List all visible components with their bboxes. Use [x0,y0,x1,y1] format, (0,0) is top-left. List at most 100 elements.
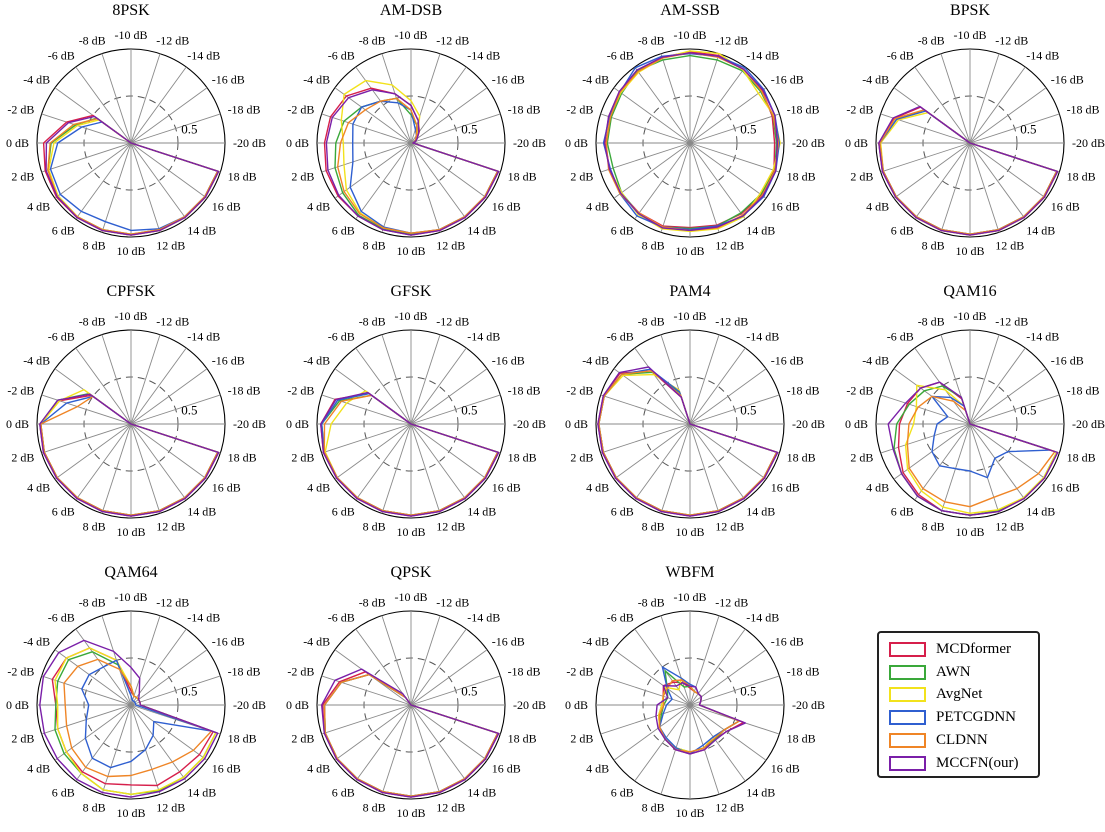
spoke-line [689,142,720,233]
chart-title: AM-SSB [660,2,720,19]
spoke-line [689,675,780,706]
angle-tick-label: -14 dB [746,49,779,63]
angle-tick-label: 0 dB [845,417,868,431]
spoke-line [130,675,221,706]
angle-tick-label: -16 dB [771,635,804,649]
radar-chart-8psk: 8PSK 0.5 -20 dB -18 dB -16 dB -14 dB -12 dB -10… [6,2,266,258]
angle-tick-label: -10 dB [395,309,428,323]
legend-label: MCCFN(our) [936,754,1019,771]
spoke-line [660,142,691,233]
spoke-line [689,423,746,501]
angle-tick-label: -18 dB [228,665,261,679]
angle-tick-label: -20 dB [513,136,546,150]
angle-tick-label: -10 dB [674,309,707,323]
angle-tick-label: -2 dB [846,103,873,117]
spoke-line [880,394,971,425]
series-cldnn [323,394,499,516]
spoke-line [914,66,971,144]
angle-tick-label: -14 dB [467,611,500,625]
spoke-line [130,615,161,706]
angle-tick-label: -2 dB [287,665,314,679]
chart-title: WBFM [666,564,715,581]
spoke-line [130,423,187,501]
radial-tick-label: 0.5 [740,684,756,699]
spoke-line [130,649,208,706]
angle-tick-label: 2 dB [850,169,873,183]
legend-item: MCDformer [889,638,1038,661]
spoke-line [321,113,412,144]
angle-tick-label: -4 dB [582,354,609,368]
spoke-line [410,113,501,144]
spoke-line [130,87,208,144]
spoke-line [689,649,767,706]
angle-tick-label: -4 dB [303,73,330,87]
spoke-line [634,66,691,144]
angle-tick-label: 16 dB [212,480,241,494]
angle-tick-label: -18 dB [787,665,820,679]
angle-tick-label: 2 dB [291,731,314,745]
angle-tick-label: -20 dB [792,698,825,712]
spoke-line [969,113,1060,144]
series-cldnn [906,395,1056,508]
angle-tick-label: -14 dB [1026,330,1059,344]
spoke-line [600,704,691,735]
legend-item: AWN [889,661,1038,684]
spoke-line [689,704,767,761]
angle-tick-label: -6 dB [48,330,75,344]
spoke-line [130,66,187,144]
angle-tick-label: -6 dB [328,49,355,63]
spoke-line [969,394,1060,425]
angle-tick-label: -4 dB [23,635,50,649]
chart-title: BPSK [950,2,990,19]
angle-tick-label: 4 dB [866,480,889,494]
angle-tick-label: 6 dB [891,223,914,237]
spoke-line [54,649,132,706]
angle-tick-label: 6 dB [332,223,355,237]
angle-tick-label: -16 dB [212,73,245,87]
angle-tick-label: -12 dB [995,314,1028,328]
legend-swatch [889,664,926,680]
spoke-line [689,423,720,514]
angle-tick-label: -14 dB [467,49,500,63]
angle-tick-label: 8 dB [363,520,386,534]
spoke-line [689,347,746,425]
spoke-line [410,675,501,706]
spoke-line [914,142,971,220]
angle-tick-label: 14 dB [467,504,496,518]
angle-tick-label: 18 dB [228,450,257,464]
angle-tick-label: -18 dB [508,103,541,117]
legend: MCDformer AWN AvgNet PETCGDNN CLDNN MCCFN(our… [877,631,1040,778]
angle-tick-label: -14 dB [746,611,779,625]
angle-tick-label: -2 dB [7,665,34,679]
spoke-line [689,368,767,425]
spoke-line [381,704,412,795]
series-cldnn [63,658,213,778]
angle-tick-label: -8 dB [359,595,386,609]
spoke-line [634,423,691,501]
angle-tick-label: -12 dB [436,33,469,47]
angle-tick-label: 12 dB [995,239,1024,253]
angle-tick-label: 0 dB [845,136,868,150]
angle-tick-label: 8 dB [922,520,945,534]
spoke-line [880,423,971,454]
angle-tick-label: -18 dB [228,384,261,398]
angle-tick-label: 2 dB [291,169,314,183]
angle-tick-label: 14 dB [467,785,496,799]
angle-tick-label: 14 dB [187,504,216,518]
angle-tick-label: 12 dB [715,801,744,815]
angle-tick-label: -8 dB [638,33,665,47]
angle-tick-label: -6 dB [328,611,355,625]
spoke-line [334,423,412,480]
spoke-line [410,704,467,782]
angle-tick-label: 2 dB [11,731,34,745]
angle-tick-label: -8 dB [79,314,106,328]
angle-tick-label: 10 dB [955,525,984,539]
angle-tick-label: 10 dB [396,244,425,258]
angle-tick-label: -20 dB [233,136,266,150]
spoke-line [130,394,221,425]
series-mccfn-our [655,682,747,755]
spoke-line [410,334,441,425]
angle-tick-label: -8 dB [918,314,945,328]
